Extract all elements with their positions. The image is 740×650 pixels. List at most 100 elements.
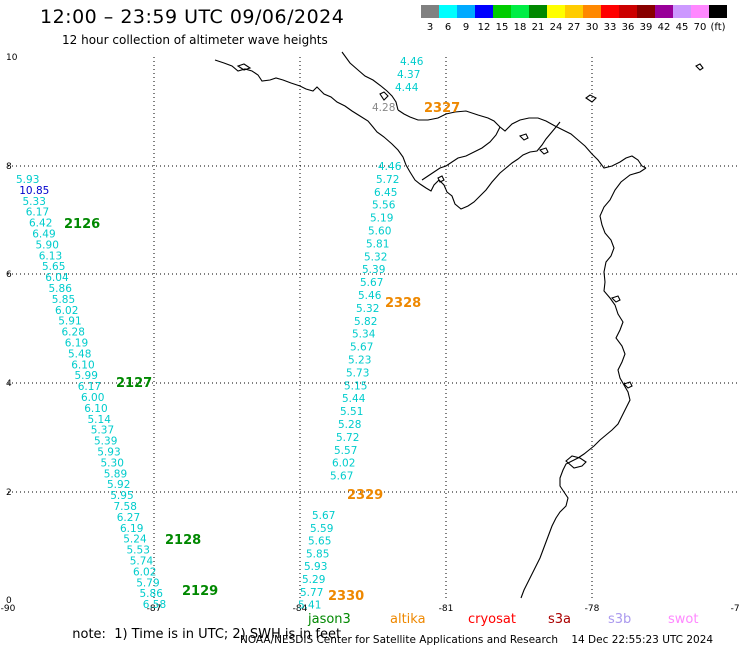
wave-height-label: 5.93 (304, 561, 327, 573)
scale-label: 15 (495, 22, 509, 33)
wave-height-label: 10.85 (19, 185, 49, 197)
wave-height-label: 5.92 (107, 479, 130, 491)
wave-height-label: 5.65 (308, 536, 331, 548)
wave-height-label: 4.46 (378, 161, 402, 173)
scale-swatch (547, 5, 565, 18)
scale-swatch (439, 5, 457, 18)
wave-height-label: 4.44 (395, 82, 419, 94)
scale-label: 24 (549, 22, 563, 33)
y-tick-label: 2 (6, 488, 12, 498)
y-tick-label: 8 (6, 162, 12, 172)
wave-height-label: 5.41 (298, 600, 321, 612)
wave-height-label: 5.34 (352, 329, 376, 341)
wave-height-label: 6.04 (45, 272, 69, 284)
wave-height-label: 5.77 (300, 587, 323, 599)
wave-height-label: 5.33 (23, 196, 46, 208)
wave-height-label: 5.39 (94, 436, 117, 448)
wave-height-label: 5.37 (91, 425, 114, 437)
wave-height-label: 5.74 (130, 556, 154, 568)
wave-height-label: 5.44 (342, 393, 366, 405)
scale-swatch (655, 5, 673, 18)
wave-height-label: 5.28 (338, 419, 361, 431)
footnote: note: 1) Time is in UTC; 2) SWH is in fe… (64, 612, 341, 642)
wave-height-label: 5.93 (16, 174, 39, 186)
scale-label: 45 (675, 22, 689, 33)
scale-label: 12 (477, 22, 491, 33)
scale-swatch (529, 5, 547, 18)
scale-swatch (475, 5, 493, 18)
wave-height-label: 5.89 (104, 468, 127, 480)
scale-swatch (457, 5, 475, 18)
wave-height-label: 5.91 (58, 316, 81, 328)
scale-label: 27 (567, 22, 581, 33)
pass-id-label: 2129 (182, 584, 218, 599)
scale-swatch (673, 5, 691, 18)
wave-height-label: 5.99 (75, 370, 98, 382)
scale-label: 30 (585, 22, 599, 33)
scale-label: 3 (426, 22, 434, 33)
wave-height-label: 6.19 (65, 338, 88, 350)
wave-height-label: 5.39 (362, 264, 385, 276)
scale-swatch (637, 5, 655, 18)
coastline (214, 51, 704, 599)
map-grid (8, 57, 738, 600)
chart-title: 12:00 – 23:59 UTC 09/06/2024 (40, 6, 345, 28)
x-tick-label: -90 (1, 604, 16, 614)
wave-observations: 5.9310.855.336.176.426.495.906.135.656.0… (16, 56, 460, 612)
wave-height-label: 5.59 (310, 523, 333, 535)
wave-height-label: 5.46 (358, 290, 382, 302)
chart-subtitle: 12 hour collection of altimeter wave hei… (62, 33, 328, 47)
wave-height-label: 6.45 (374, 187, 397, 199)
wave-height-label: 5.67 (312, 510, 335, 522)
scale-swatch (493, 5, 511, 18)
wave-height-label: 5.19 (370, 213, 393, 225)
wave-height-label: 6.13 (39, 250, 62, 262)
wave-height-label: 5.60 (368, 226, 391, 238)
wave-height-label: 5.23 (348, 355, 371, 367)
satellite-legend-item: jason3 (308, 612, 351, 627)
scale-swatch (565, 5, 583, 18)
wave-height-label: 6.49 (32, 229, 55, 241)
pass-id-label: 2327 (424, 101, 460, 116)
wave-height-label: 4.37 (397, 69, 420, 81)
wave-height-label: 5.30 (101, 457, 124, 469)
wave-height-label: 6.27 (117, 512, 140, 524)
wave-height-label: 5.86 (49, 283, 73, 295)
satellite-legend-item: cryosat (468, 612, 516, 627)
wave-height-label: 5.85 (306, 548, 329, 560)
satellite-legend-item: swot (668, 612, 699, 627)
wave-height-label: 6.02 (133, 566, 156, 578)
pass-id-label: 2128 (165, 533, 201, 548)
pass-id-label: 2328 (385, 296, 421, 311)
scale-swatch (691, 5, 709, 18)
wave-height-label: 7.58 (114, 501, 137, 513)
scale-label: 18 (513, 22, 527, 33)
wave-height-label: 6.00 (81, 392, 104, 404)
wave-height-label: 5.72 (376, 174, 399, 186)
wave-height-label: 5.29 (302, 574, 325, 586)
wave-height-label: 5.14 (88, 414, 112, 426)
wave-height-label: 6.10 (71, 359, 94, 371)
wave-height-label: 5.85 (52, 294, 75, 306)
credit-line: NOAA/NESDIS Center for Satellite Applica… (240, 634, 714, 646)
wave-height-label: 6.28 (62, 327, 85, 339)
wave-height-label: 5.90 (36, 239, 59, 251)
scale-swatch (511, 5, 529, 18)
x-tick-label: -87 (147, 604, 162, 614)
scale-swatch (583, 5, 601, 18)
wave-height-label: 4.46 (400, 56, 424, 68)
wave-height-label: 5.95 (110, 490, 133, 502)
wave-height-label: 5.73 (346, 367, 369, 379)
satellite-legend-item: s3b (608, 612, 632, 627)
scale-swatch (601, 5, 619, 18)
scale-swatch (709, 5, 727, 18)
wave-height-label: 5.65 (42, 261, 65, 273)
y-tick-label: 10 (6, 53, 18, 63)
scale-label: 70 (693, 22, 707, 33)
footnote-note: note: 1) Time is in UTC; 2) SWH is in fe… (72, 627, 342, 642)
wave-height-label: 5.56 (372, 200, 396, 212)
wave-height-label: 6.02 (55, 305, 78, 317)
wave-height-label: 5.82 (354, 316, 377, 328)
wave-height-label: 5.15 (344, 380, 367, 392)
